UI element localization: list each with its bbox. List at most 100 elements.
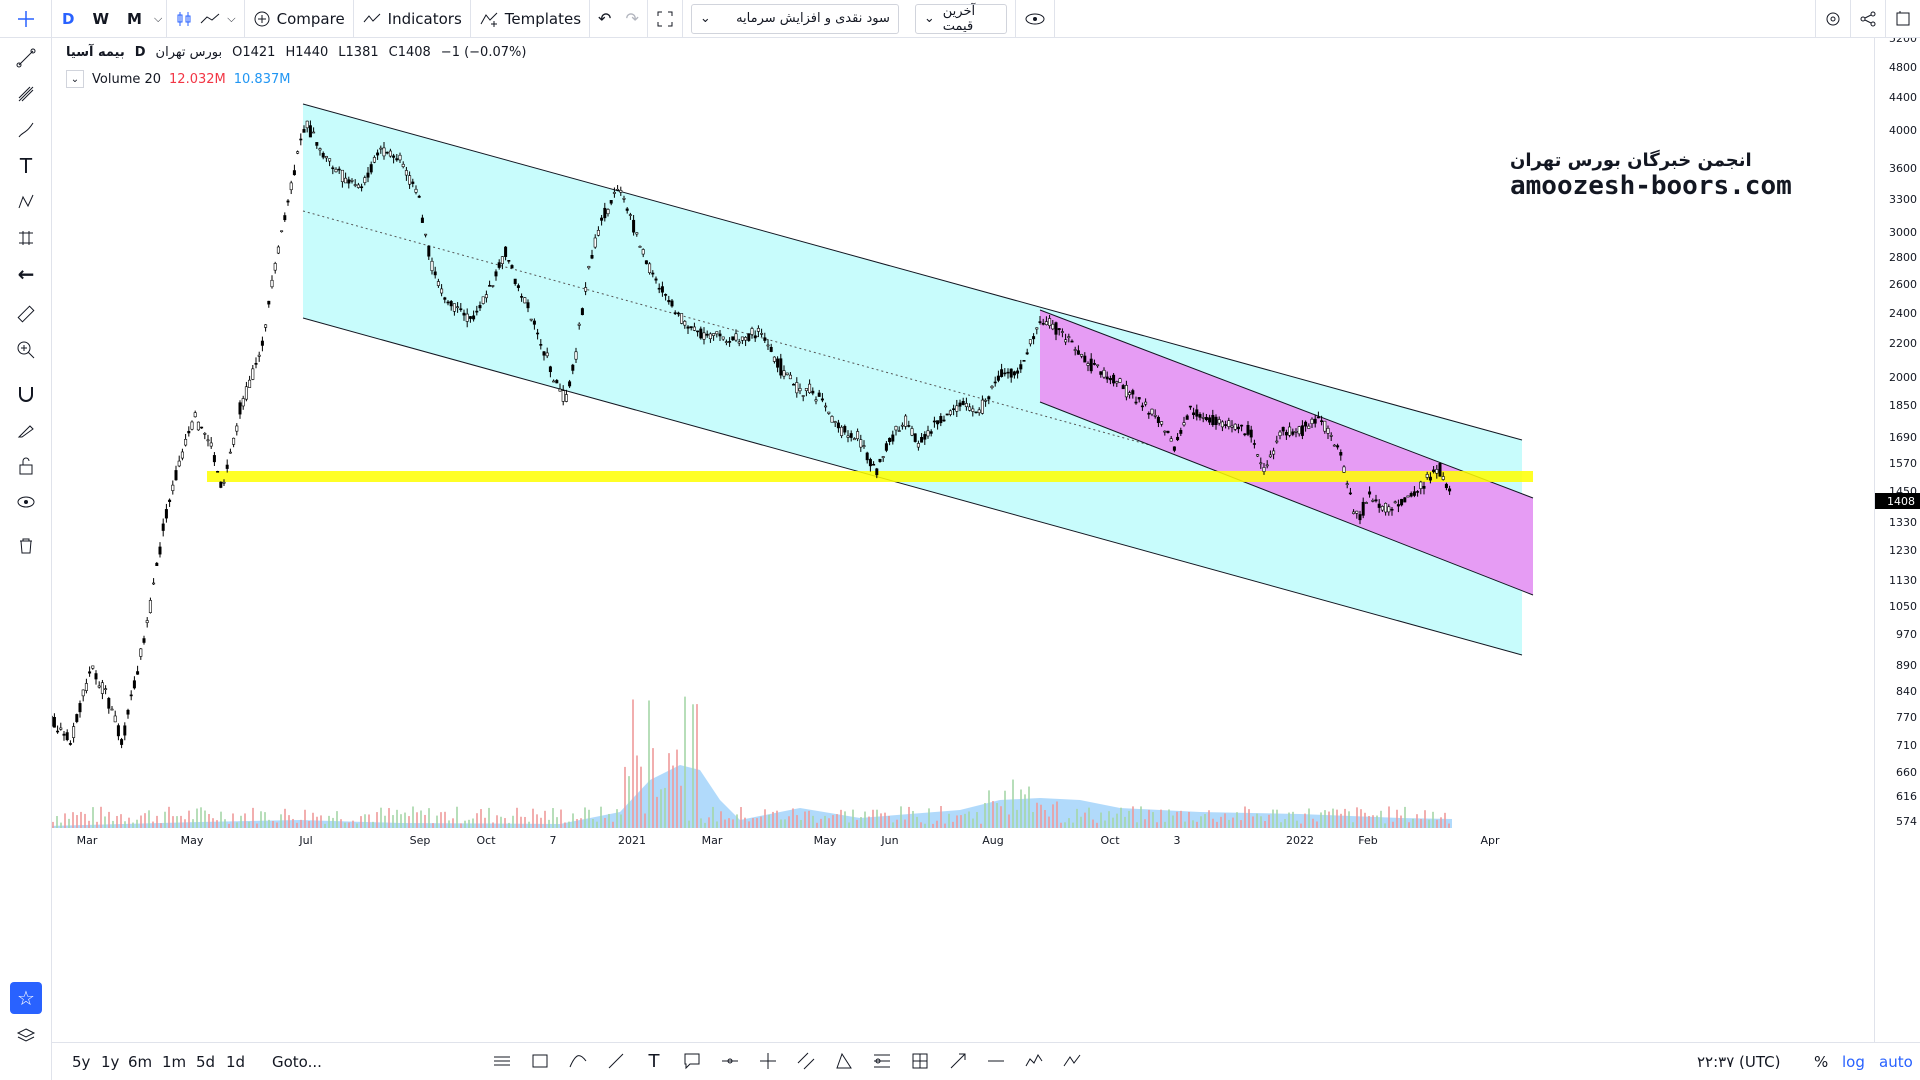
hide-drawings-tool[interactable] — [10, 486, 42, 518]
volume-bar — [780, 819, 782, 828]
interval-dropdown-icon[interactable]: ⌵ — [153, 11, 163, 25]
settings-button[interactable] — [1815, 0, 1851, 38]
volume-bar — [328, 815, 330, 828]
volume-bar — [448, 820, 450, 828]
favorites-tool[interactable]: ☆ — [10, 982, 42, 1014]
volume-bar — [308, 821, 310, 828]
ruler-tool[interactable] — [10, 298, 42, 330]
undo-redo-group: ↶ ↷ — [590, 0, 648, 38]
interval-m[interactable]: M — [127, 9, 142, 28]
candle-body — [1448, 488, 1452, 492]
candle-body — [1310, 418, 1314, 425]
candle-body — [212, 455, 216, 463]
range-1y[interactable]: 1y — [101, 1053, 120, 1071]
range-6m[interactable]: 6m — [128, 1053, 153, 1071]
candle-body — [568, 381, 572, 387]
chart-type-dropdown-icon[interactable]: ⌵ — [227, 11, 236, 25]
candle-body — [555, 380, 559, 384]
volume-bar — [228, 823, 230, 828]
candle-body — [865, 452, 869, 461]
zoom-tool[interactable] — [10, 334, 42, 366]
abc-pattern-tool[interactable] — [1055, 1044, 1089, 1078]
layout-select[interactable]: ⌄ سود نقدی و افزایش سرمایه — [690, 3, 899, 34]
snapshot-button[interactable] — [1886, 0, 1920, 38]
percent-toggle[interactable]: % — [1814, 1053, 1829, 1071]
chart-canvas[interactable]: Mar May Jul Sep Oct 7 2021 Mar May Jun Aug Oct 3 2022… — [46, 38, 1874, 1042]
fullscreen-button[interactable] — [648, 0, 683, 38]
redo-icon[interactable]: ↷ — [625, 9, 639, 28]
volume-bar — [1416, 814, 1418, 828]
price-axis[interactable]: 5200 4800 4400 4000 3600 3300 3000 2800 2600 2400… — [1874, 32, 1920, 1042]
rectangle-tool[interactable] — [523, 1044, 557, 1078]
interval-d[interactable]: D — [62, 9, 75, 28]
curve-tool[interactable] — [561, 1044, 595, 1078]
templates-button[interactable]: Templates — [471, 0, 591, 38]
range-1m[interactable]: 1m — [162, 1053, 187, 1071]
h-line-tool[interactable] — [979, 1044, 1013, 1078]
log-toggle[interactable]: log — [1842, 1053, 1865, 1071]
range-5d[interactable]: 5d — [196, 1053, 216, 1071]
candle-body — [692, 326, 696, 331]
cross-line-tool[interactable] — [751, 1044, 785, 1078]
range-5y[interactable]: 5y — [72, 1053, 91, 1071]
visibility-button[interactable] — [1014, 0, 1055, 38]
remove-drawings-tool[interactable] — [10, 530, 42, 562]
auto-toggle[interactable]: auto — [1879, 1053, 1913, 1071]
object-tree-tool[interactable] — [10, 1020, 42, 1052]
volume-bar — [708, 817, 710, 828]
fib-tool[interactable] — [865, 1044, 899, 1078]
candle-body — [801, 395, 805, 397]
candle-body — [785, 372, 789, 376]
volume-bar — [584, 807, 586, 828]
trend-line-tool[interactable] — [10, 42, 42, 74]
triangle-tool[interactable] — [827, 1044, 861, 1078]
callout-tool[interactable] — [675, 1044, 709, 1078]
collapse-legend-button[interactable]: ⌄ — [66, 70, 84, 88]
h-ray-tool[interactable] — [713, 1044, 747, 1078]
timezone-label[interactable]: ۲۲:۳۷ (UTC) — [1697, 1053, 1781, 1071]
interval-w[interactable]: W — [92, 9, 109, 28]
candle-body — [724, 341, 728, 343]
price-source-select[interactable]: ⌄ آخرین قیمت — [914, 3, 1007, 34]
indicators-button[interactable]: Indicators — [354, 0, 471, 38]
line-chart-icon[interactable] — [199, 10, 221, 28]
arrow-tool[interactable] — [941, 1044, 975, 1078]
candle-body — [1256, 454, 1260, 457]
goto-button[interactable]: Goto... — [272, 1053, 322, 1071]
volume-bar — [304, 809, 306, 828]
range-1d[interactable]: 1d — [226, 1053, 246, 1071]
pattern-tool[interactable] — [10, 186, 42, 218]
line-tool[interactable] — [599, 1044, 633, 1078]
prediction-tool[interactable] — [10, 222, 42, 254]
magnet-tool[interactable] — [10, 378, 42, 410]
compare-button[interactable]: Compare — [245, 0, 354, 38]
candle-body — [219, 481, 223, 488]
candle-body — [244, 386, 248, 400]
back-arrow-tool[interactable]: ← — [10, 258, 42, 290]
undo-icon[interactable]: ↶ — [598, 9, 612, 28]
brush-tool[interactable] — [10, 114, 42, 146]
candle-body — [1275, 440, 1279, 443]
candle-body — [129, 694, 133, 697]
candle-body — [273, 263, 277, 271]
stay-drawing-tool[interactable] — [10, 414, 42, 446]
volume-bar — [612, 821, 614, 828]
volume-bar — [988, 790, 990, 828]
text-tool-2[interactable]: T — [637, 1044, 671, 1078]
elliott-wave-tool[interactable] — [1017, 1044, 1051, 1078]
candle-body — [708, 333, 712, 340]
lock-tool[interactable] — [10, 450, 42, 482]
horizontal-lines-tool[interactable] — [485, 1044, 519, 1078]
share-button[interactable] — [1851, 0, 1886, 38]
pitchfork-tool[interactable] — [10, 78, 42, 110]
date-price-range-tool[interactable] — [903, 1044, 937, 1078]
chart-pane[interactable]: Mar May Jul Sep Oct 7 2021 Mar May Jun Aug Oct 3 2022… — [46, 38, 1874, 1042]
crosshair-cursor-button[interactable] — [0, 0, 52, 38]
ohlc-high: H1440 — [285, 45, 329, 60]
candle-body — [1192, 412, 1196, 416]
symbol-name[interactable]: بیمه آسیا — [66, 45, 125, 60]
text-tool[interactable]: T — [10, 150, 42, 182]
candles-icon[interactable] — [175, 10, 193, 28]
parallel-channel-tool[interactable] — [789, 1044, 823, 1078]
candle-body — [923, 434, 927, 440]
